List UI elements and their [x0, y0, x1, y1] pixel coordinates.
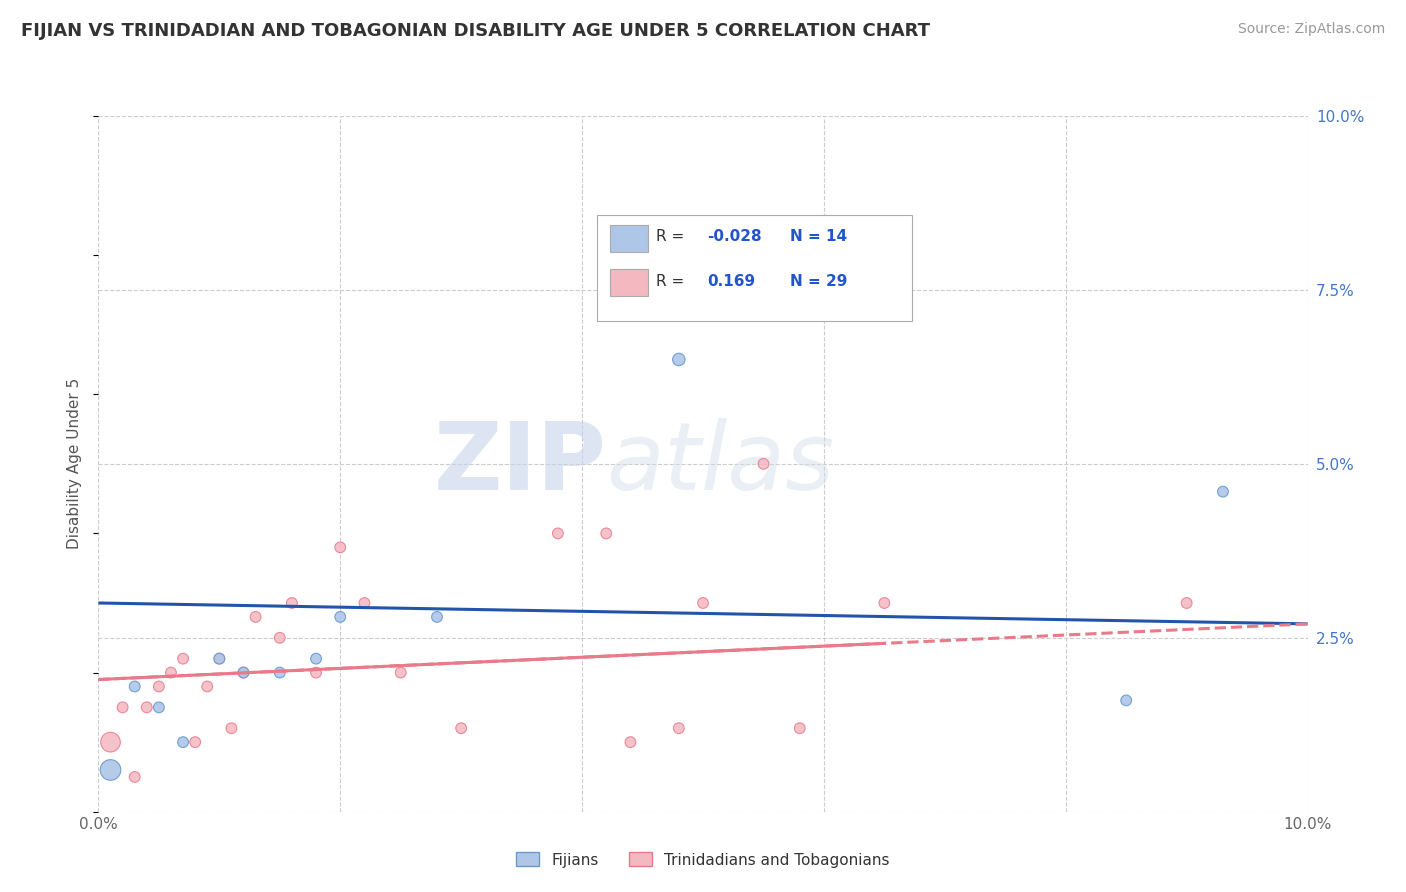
Point [269, 631, 291, 645]
Y-axis label: Disability Age Under 5: Disability Age Under 5 [67, 378, 83, 549]
Text: R =: R = [657, 274, 685, 289]
Point [111, 700, 134, 714]
Point [668, 352, 690, 367]
Point [1212, 484, 1234, 499]
Legend: Fijians, Trinidadians and Tobagonians: Fijians, Trinidadians and Tobagonians [510, 847, 896, 873]
Text: atlas: atlas [606, 418, 835, 509]
Point [172, 651, 194, 665]
Point [208, 651, 231, 665]
Point [124, 770, 146, 784]
Point [1175, 596, 1198, 610]
Text: N = 29: N = 29 [790, 274, 848, 289]
Point [305, 665, 328, 680]
Point [221, 721, 243, 735]
Point [160, 665, 183, 680]
Point [595, 526, 617, 541]
Point [184, 735, 207, 749]
Point [873, 596, 896, 610]
Point [208, 651, 231, 665]
Point [269, 665, 291, 680]
Point [668, 721, 690, 735]
Point [547, 526, 569, 541]
Point [281, 596, 304, 610]
Point [353, 596, 375, 610]
Text: N = 14: N = 14 [790, 229, 848, 244]
Point [619, 735, 641, 749]
Point [135, 700, 157, 714]
Point [752, 457, 775, 471]
Point [389, 665, 412, 680]
Point [232, 665, 254, 680]
Point [789, 721, 811, 735]
Point [245, 610, 267, 624]
Point [329, 610, 352, 624]
Point [172, 735, 194, 749]
Point [329, 541, 352, 555]
Text: -0.028: -0.028 [707, 229, 762, 244]
Point [100, 763, 122, 777]
Point [426, 610, 449, 624]
Point [148, 700, 170, 714]
Point [100, 735, 122, 749]
Point [450, 721, 472, 735]
Text: FIJIAN VS TRINIDADIAN AND TOBAGONIAN DISABILITY AGE UNDER 5 CORRELATION CHART: FIJIAN VS TRINIDADIAN AND TOBAGONIAN DIS… [21, 22, 931, 40]
Point [716, 227, 738, 242]
Point [148, 680, 170, 694]
Text: 0.169: 0.169 [707, 274, 755, 289]
Point [232, 665, 254, 680]
Text: ZIP: ZIP [433, 417, 606, 510]
Text: Source: ZipAtlas.com: Source: ZipAtlas.com [1237, 22, 1385, 37]
Point [692, 596, 714, 610]
Point [124, 680, 146, 694]
Point [305, 651, 328, 665]
Text: R =: R = [657, 229, 685, 244]
Point [195, 680, 218, 694]
Point [1115, 693, 1137, 707]
